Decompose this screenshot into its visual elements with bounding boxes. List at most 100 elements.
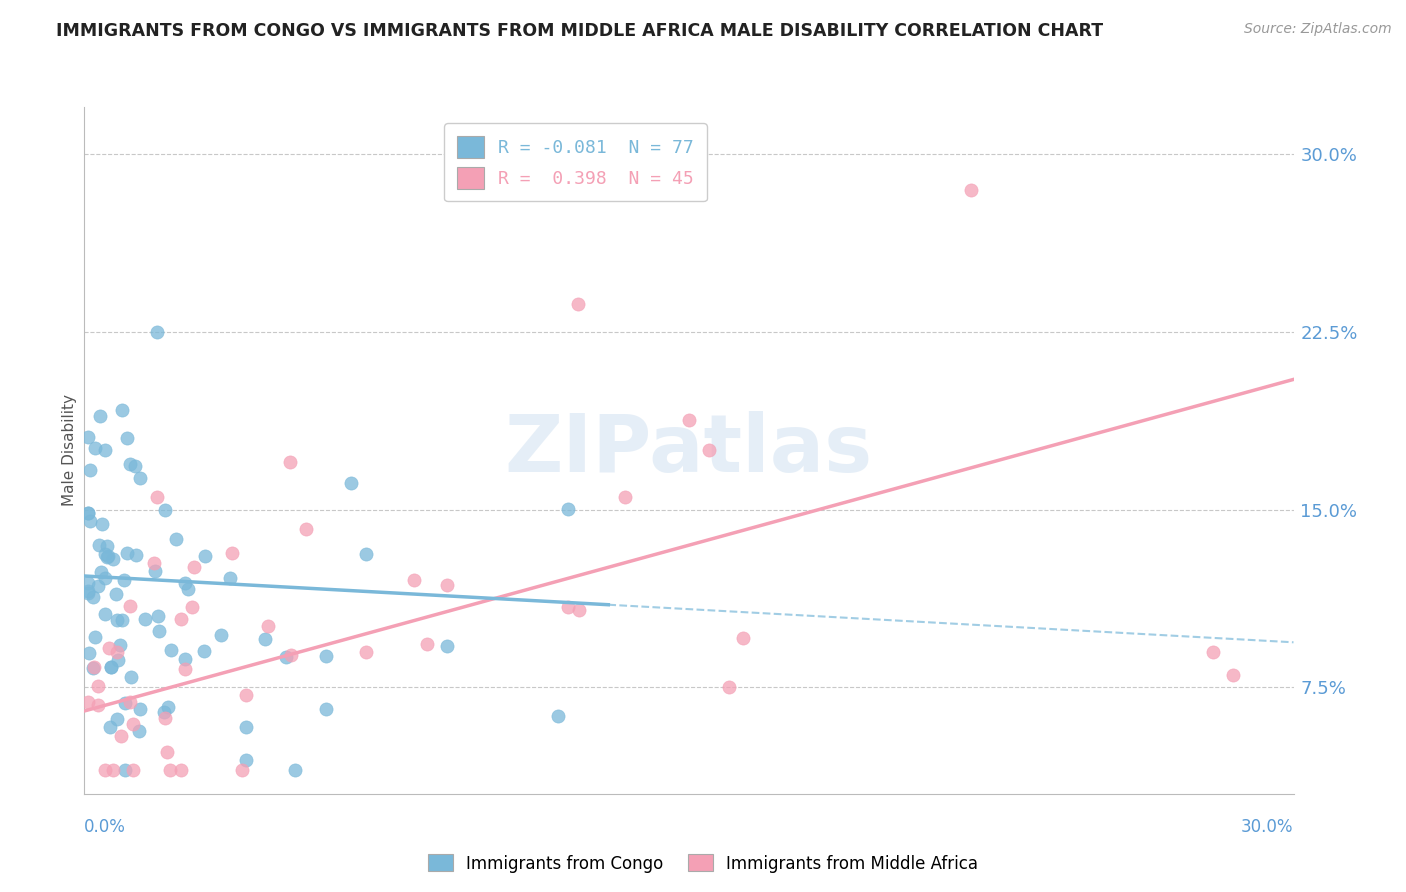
Point xyxy=(278,455,301,469)
Point xyxy=(94,607,117,622)
Point xyxy=(105,613,128,627)
Point xyxy=(129,702,152,716)
Point xyxy=(235,720,257,734)
Point xyxy=(159,763,181,777)
Text: 0.0%: 0.0% xyxy=(84,818,127,836)
Point xyxy=(134,612,156,626)
Legend: R = -0.081  N = 77, R =  0.398  N = 45: R = -0.081 N = 77, R = 0.398 N = 45 xyxy=(444,123,707,202)
Text: ZIPatlas: ZIPatlas xyxy=(505,411,873,490)
Point xyxy=(718,681,741,695)
Point xyxy=(98,720,121,734)
Point xyxy=(697,443,720,458)
Point xyxy=(107,653,129,667)
Point xyxy=(221,546,243,560)
Point xyxy=(114,763,136,777)
Point xyxy=(121,763,143,777)
Point xyxy=(153,706,176,720)
Point xyxy=(77,583,100,598)
Point xyxy=(170,763,193,777)
Point xyxy=(101,763,124,777)
Point xyxy=(257,619,280,633)
Point xyxy=(115,431,138,445)
Point xyxy=(1222,668,1244,682)
Point xyxy=(114,697,136,711)
Point xyxy=(148,609,170,624)
Point xyxy=(96,539,118,553)
Point xyxy=(105,645,128,659)
Point xyxy=(93,763,115,777)
Point xyxy=(83,630,105,644)
Point xyxy=(159,642,181,657)
Point xyxy=(209,628,232,642)
Y-axis label: Male Disability: Male Disability xyxy=(62,394,77,507)
Point xyxy=(118,457,141,471)
Point xyxy=(557,501,579,516)
Point xyxy=(156,699,179,714)
Point xyxy=(356,645,378,659)
Point xyxy=(89,409,111,424)
Point xyxy=(231,763,253,777)
Point xyxy=(436,578,458,592)
Point xyxy=(143,564,166,578)
Point xyxy=(280,648,302,662)
Point xyxy=(112,574,135,588)
Point xyxy=(557,599,579,614)
Point xyxy=(103,552,125,566)
Point xyxy=(356,547,378,561)
Point xyxy=(146,490,169,504)
Text: Source: ZipAtlas.com: Source: ZipAtlas.com xyxy=(1244,22,1392,37)
Point xyxy=(98,641,121,656)
Point xyxy=(100,660,122,674)
Point xyxy=(153,503,176,517)
Point xyxy=(340,476,363,491)
Point xyxy=(143,556,166,570)
Point xyxy=(93,443,115,458)
Point xyxy=(219,571,242,585)
Point xyxy=(82,590,104,604)
Point xyxy=(165,532,187,546)
Point xyxy=(315,701,337,715)
Point xyxy=(111,403,134,417)
Point xyxy=(1202,645,1225,659)
Point xyxy=(254,632,277,646)
Point xyxy=(194,549,217,563)
Point xyxy=(567,296,589,310)
Point xyxy=(122,717,145,731)
Text: 30.0%: 30.0% xyxy=(1241,818,1294,836)
Point xyxy=(153,711,176,725)
Point xyxy=(284,763,307,777)
Point xyxy=(547,708,569,723)
Point xyxy=(93,571,115,585)
Point xyxy=(77,430,100,444)
Point xyxy=(77,585,100,599)
Point xyxy=(124,459,146,474)
Point xyxy=(111,614,134,628)
Point xyxy=(96,549,118,564)
Point xyxy=(295,522,318,536)
Point xyxy=(174,652,197,666)
Point xyxy=(77,507,100,521)
Point xyxy=(77,575,100,590)
Point xyxy=(97,549,120,563)
Point xyxy=(193,644,215,658)
Point xyxy=(183,560,205,574)
Point xyxy=(79,514,101,528)
Point xyxy=(177,582,200,597)
Point xyxy=(180,600,202,615)
Point xyxy=(105,712,128,726)
Point xyxy=(100,659,122,673)
Point xyxy=(87,538,110,552)
Text: IMMIGRANTS FROM CONGO VS IMMIGRANTS FROM MIDDLE AFRICA MALE DISABILITY CORRELATI: IMMIGRANTS FROM CONGO VS IMMIGRANTS FROM… xyxy=(56,22,1104,40)
Point xyxy=(83,659,105,673)
Point xyxy=(104,587,127,601)
Point xyxy=(315,648,337,663)
Point xyxy=(120,670,142,684)
Point xyxy=(79,463,101,477)
Point xyxy=(86,579,108,593)
Point xyxy=(235,753,257,767)
Point xyxy=(174,575,197,590)
Point xyxy=(125,548,148,562)
Point xyxy=(87,679,110,693)
Point xyxy=(115,546,138,560)
Point xyxy=(82,661,104,675)
